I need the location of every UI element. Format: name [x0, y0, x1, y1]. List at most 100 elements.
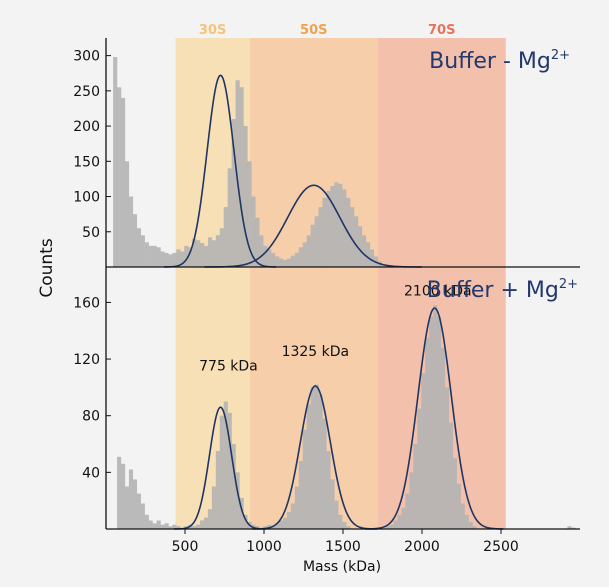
- histogram-bar: [326, 451, 331, 529]
- histogram-bar: [358, 226, 363, 267]
- band-label-50s: 50S: [300, 23, 327, 38]
- histogram-bar: [239, 87, 244, 267]
- histogram-bar: [140, 235, 145, 267]
- histogram-bar: [275, 256, 280, 267]
- fit-curve-3: [364, 307, 504, 530]
- y-axis-label: Counts: [37, 238, 57, 297]
- histogram-bar: [294, 486, 299, 529]
- histogram-bar: [456, 483, 461, 529]
- histogram-bar: [310, 224, 315, 267]
- peak-labels: 775 kDa 1325 kDa 2100 kDa: [199, 283, 471, 374]
- histogram-bar: [223, 207, 228, 267]
- histogram-bar: [448, 422, 454, 529]
- histogram-bar: [243, 126, 248, 267]
- peak-label: 2100 kDa: [404, 283, 472, 299]
- histogram-bar: [397, 514, 402, 529]
- y-ticks-top: 50 100 150 200 250 300: [73, 49, 111, 241]
- x-tick-label: 2000: [404, 539, 440, 555]
- histogram-bar: [444, 387, 450, 529]
- histogram-bar: [567, 526, 572, 529]
- histogram-bar: [211, 486, 217, 529]
- histogram-bar: [282, 259, 288, 267]
- histogram-bar: [259, 235, 264, 267]
- histogram-bar: [433, 305, 438, 529]
- histogram-bar: [294, 252, 299, 267]
- y-tick-label: 150: [73, 154, 100, 170]
- histogram-bar: [290, 255, 296, 267]
- histogram-bar: [286, 258, 292, 267]
- histogram-bar: [334, 182, 339, 267]
- histogram-bar: [207, 509, 213, 529]
- histogram-bar: [279, 520, 284, 529]
- histogram-bar: [144, 242, 149, 267]
- histogram-bar: [409, 472, 414, 529]
- histogram-bar: [298, 461, 303, 529]
- fit-curve-2: [252, 385, 378, 530]
- histogram-bar: [160, 524, 165, 529]
- histogram-bar: [342, 521, 347, 529]
- histogram-bar: [121, 97, 126, 268]
- histogram-bar: [211, 240, 217, 267]
- histogram-bar: [425, 337, 430, 529]
- fit-curves-top: [164, 74, 422, 268]
- histogram-bar: [219, 415, 224, 529]
- histogram-bar: [405, 493, 410, 529]
- y-tick-label: 50: [82, 225, 100, 241]
- histogram-bar: [302, 242, 307, 267]
- histogram-bar: [203, 245, 209, 267]
- histogram-bar: [342, 189, 347, 267]
- histogram-bar: [180, 251, 185, 267]
- y-tick-label: 100: [73, 190, 100, 206]
- histogram-bar: [172, 524, 177, 529]
- histogram-bar: [429, 316, 434, 529]
- histogram-bar: [464, 514, 469, 529]
- histogram-bar: [393, 520, 398, 529]
- x-tick-label: 1000: [246, 539, 282, 555]
- histogram-bar: [168, 254, 173, 267]
- histogram-bar: [203, 517, 209, 529]
- fit-curve-1: [174, 406, 267, 530]
- y-tick-label: 120: [73, 352, 100, 368]
- histogram-bar: [263, 245, 268, 267]
- histogram-bar: [255, 217, 260, 267]
- histogram-bar: [310, 387, 315, 529]
- histogram-bar: [117, 87, 122, 267]
- histogram-bar: [263, 526, 268, 529]
- histogram-bar: [334, 500, 339, 529]
- histogram-bar: [200, 243, 205, 267]
- panel-buffer-plus-mg: 40 80 120 160 775 kDa 1325 kDa 2100 kDa Buffe…: [73, 277, 578, 530]
- histogram-bar: [144, 514, 149, 529]
- x-tick-label: 1500: [325, 539, 361, 555]
- histogram-bar: [247, 161, 252, 267]
- histogram-bar: [298, 247, 303, 267]
- histogram-bar: [200, 520, 205, 529]
- histogram-bar: [156, 520, 161, 529]
- histogram-bar: [128, 196, 134, 267]
- histogram-bar: [389, 524, 394, 529]
- histogram-bar: [322, 197, 327, 267]
- histogram-bar: [231, 119, 236, 268]
- histogram-bar: [172, 252, 177, 267]
- histogram-bar: [192, 526, 197, 529]
- histogram-bars-bottom: [117, 305, 576, 529]
- histogram-bar: [227, 168, 232, 267]
- histogram-bar: [314, 384, 319, 529]
- histogram-bar: [124, 486, 130, 529]
- histogram-bar: [243, 514, 248, 529]
- y-tick-label: 250: [73, 84, 100, 100]
- histogram-bar: [326, 190, 331, 267]
- y-tick-label: 300: [73, 49, 100, 65]
- histogram-bar: [132, 214, 138, 267]
- histogram-bar: [113, 57, 118, 268]
- histogram-bar: [235, 472, 240, 529]
- histogram-bars-top: [113, 57, 390, 268]
- histogram-bar: [322, 418, 327, 529]
- histogram-bar: [302, 429, 307, 529]
- histogram-bar: [251, 196, 256, 267]
- histogram-bar: [314, 216, 319, 267]
- histogram-bar: [164, 252, 169, 267]
- histogram-bar: [196, 240, 201, 267]
- histogram-bar: [235, 80, 240, 268]
- histogram-bar: [279, 258, 284, 267]
